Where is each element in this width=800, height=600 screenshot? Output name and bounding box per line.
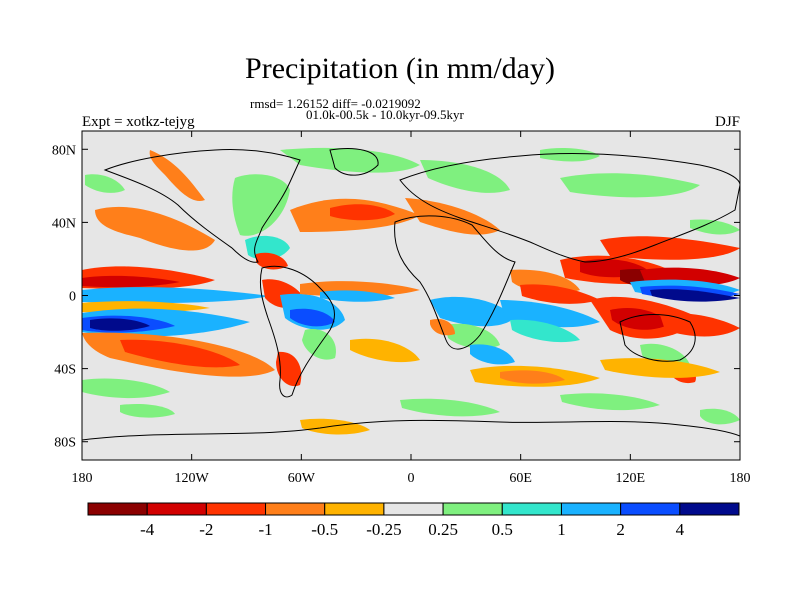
- colorbar-swatch: [501, 502, 562, 516]
- anomaly-patch: [90, 318, 150, 331]
- x-tick-label: 0: [408, 471, 415, 486]
- anomaly-patch: [430, 296, 515, 327]
- coastlines: [82, 148, 740, 441]
- anomaly-patch: [600, 236, 740, 260]
- anomaly-patch: [85, 174, 125, 193]
- x-axis-ticks: 180 120W 60W 0 60E 120E 180: [72, 131, 751, 486]
- anomaly-patch: [690, 219, 740, 235]
- colorbar-label: -4: [140, 520, 155, 539]
- coastline-africa: [394, 215, 516, 350]
- x-tick-label: 180: [730, 471, 751, 486]
- period-subtitle: 01.0k-00.5k - 10.0kyr-09.5kyr: [306, 107, 464, 122]
- coastline-greenland: [329, 148, 379, 176]
- anomaly-patch: [82, 275, 180, 288]
- anomaly-patch: [540, 148, 600, 162]
- anomaly-patch: [290, 308, 335, 327]
- anomaly-patch: [650, 289, 740, 302]
- anomaly-patch: [320, 290, 395, 302]
- x-tick-label: 120W: [175, 471, 210, 486]
- anomaly-patch: [232, 174, 290, 236]
- anomaly-patch: [560, 393, 660, 411]
- coastline-south-america: [259, 265, 335, 398]
- anomaly-patch: [510, 319, 580, 343]
- anomaly-patch: [95, 206, 215, 251]
- anomaly-patch: [256, 252, 288, 270]
- colorbar-label: -1: [258, 520, 272, 539]
- coastline-australia: [619, 314, 696, 362]
- coastline-eurasia: [399, 152, 740, 263]
- colorbar-label: 0.5: [492, 520, 513, 539]
- colorbar-label: -0.5: [311, 520, 338, 539]
- anomaly-patch: [445, 323, 500, 349]
- anomaly-patch: [405, 198, 500, 235]
- anomaly-patch: [149, 150, 205, 201]
- experiment-label: Expt = xotkz-tejyg: [82, 114, 195, 130]
- y-tick-label: 0: [69, 290, 76, 305]
- anomaly-patch: [350, 338, 420, 363]
- colorbar-swatch: [560, 502, 622, 516]
- anomaly-patch: [120, 339, 240, 368]
- anomaly-patch: [520, 284, 600, 304]
- colorbar-swatch: [87, 502, 148, 516]
- anomaly-patch: [610, 307, 670, 330]
- anomaly-patch: [82, 287, 270, 304]
- colorbar-swatch: [679, 502, 740, 516]
- colorbar-label: -0.25: [366, 520, 401, 539]
- x-tick-label: 60E: [509, 471, 532, 486]
- x-tick-label: 120E: [616, 471, 646, 486]
- colorbar-swatch: [442, 502, 503, 516]
- anomaly-patch: [500, 370, 565, 384]
- anomaly-patch: [420, 160, 510, 193]
- colorbar-label: 1: [557, 520, 566, 539]
- precipitation-anomaly-field: [82, 147, 740, 441]
- anomaly-patch: [276, 351, 302, 387]
- coastline-antarctica: [82, 419, 740, 441]
- anomaly-patch: [700, 408, 740, 425]
- anomaly-patch: [120, 404, 175, 418]
- anomaly-patch: [302, 329, 336, 360]
- season-label: DJF: [714, 114, 740, 130]
- anomaly-patch: [82, 378, 170, 399]
- colorbar-swatch: [146, 502, 207, 516]
- anomaly-patch: [600, 358, 720, 378]
- colorbar-label: 2: [616, 520, 625, 539]
- colorbar-label: 4: [676, 520, 685, 539]
- anomaly-patch: [560, 173, 700, 198]
- map-title: Precipitation (in mm/day): [245, 52, 555, 85]
- colorbar-swatch: [324, 502, 385, 516]
- anomaly-patch: [470, 344, 515, 365]
- coastline-north-america: [103, 149, 301, 263]
- y-axis-ticks: 80N 40N 0 40S 80S: [52, 143, 740, 451]
- colorbar-swatch: [205, 502, 267, 516]
- x-tick-label: 180: [72, 471, 93, 486]
- anomaly-patch: [430, 318, 455, 336]
- anomaly-patch: [280, 147, 420, 173]
- anomaly-patch: [400, 398, 500, 417]
- y-tick-label: 40N: [52, 216, 76, 231]
- rmsd-diff-subtitle: rmsd= 1.26152 diff= -0.0219092: [250, 96, 421, 111]
- colorbar-label: -2: [199, 520, 213, 539]
- y-tick-label: 80N: [52, 143, 76, 158]
- y-tick-label: 40S: [54, 363, 76, 378]
- anomaly-patch: [330, 204, 395, 221]
- colorbar-swatch: [383, 502, 444, 516]
- x-tick-label: 60W: [288, 471, 316, 486]
- anomaly-patch: [300, 418, 370, 435]
- colorbar-swatch: [265, 502, 326, 516]
- y-tick-label: 80S: [54, 436, 76, 451]
- colorbar: -4 -2 -1 -0.5 -0.25 0.25 0.5 1 2 4: [87, 502, 740, 539]
- colorbar-swatch: [620, 502, 681, 516]
- anomaly-patch: [660, 313, 740, 337]
- colorbar-label: 0.25: [428, 520, 458, 539]
